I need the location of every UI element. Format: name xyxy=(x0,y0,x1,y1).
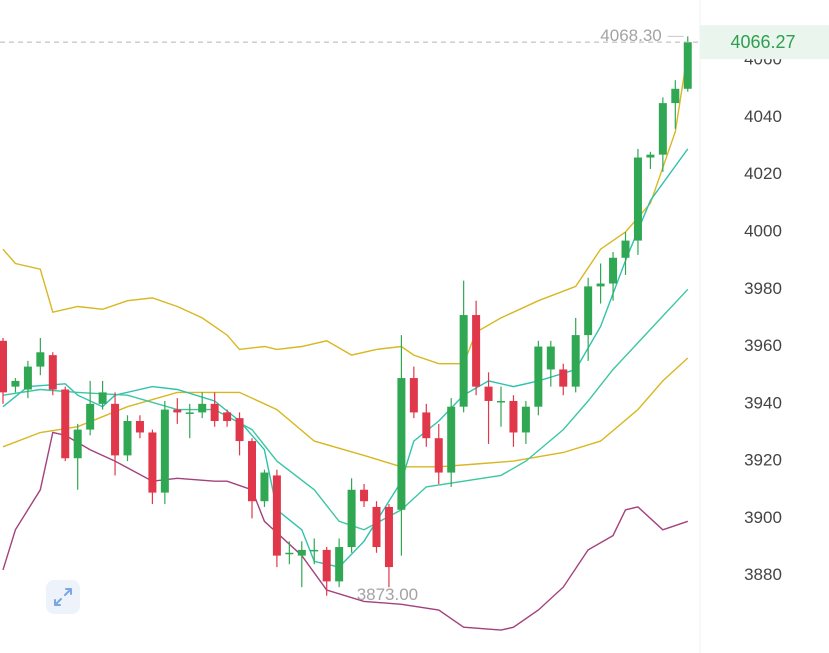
candle-body xyxy=(497,400,505,403)
y-tick-label: 3960 xyxy=(744,336,782,355)
candle-body xyxy=(472,315,481,387)
y-tick-label: 3920 xyxy=(744,451,782,470)
candle-layer xyxy=(0,36,692,596)
last-price-label: 4066.27 xyxy=(730,32,795,52)
candle-body xyxy=(621,240,630,258)
candle-body xyxy=(111,403,120,456)
y-tick-label: 3880 xyxy=(744,565,782,584)
candle-body xyxy=(521,406,530,433)
candle-body xyxy=(434,438,443,473)
y-tick-label: 4020 xyxy=(744,164,782,183)
expand-button[interactable] xyxy=(46,580,80,614)
candle-body xyxy=(36,352,45,367)
candle-body xyxy=(322,549,331,582)
y-tick-label: 3900 xyxy=(744,508,782,527)
candle-body xyxy=(447,406,456,473)
candle-body xyxy=(335,547,344,582)
candle-body xyxy=(248,441,256,502)
candle-body xyxy=(260,472,269,502)
candle-body xyxy=(546,346,555,370)
indicator-layer xyxy=(2,51,689,631)
y-tick-label: 3940 xyxy=(744,393,782,412)
y-tick-label: 4040 xyxy=(744,107,782,126)
indicator-line xyxy=(2,51,689,365)
candle-body xyxy=(484,386,493,401)
indicator-line xyxy=(2,288,689,531)
candle-body xyxy=(409,378,418,413)
candle-body xyxy=(658,103,667,155)
indicator-line xyxy=(2,148,689,568)
candle-body xyxy=(596,283,605,287)
candle-body xyxy=(360,489,369,502)
candle-body xyxy=(173,409,182,413)
high-label: 4068.30 xyxy=(600,26,661,45)
candle-body xyxy=(534,346,543,407)
candle-body xyxy=(98,392,107,404)
candle-body xyxy=(384,506,393,568)
candle-body xyxy=(86,403,95,430)
label-layer: 3880390039203940396039804000402040404060… xyxy=(0,25,829,604)
expand-icon[interactable] xyxy=(54,588,72,606)
candle-body xyxy=(285,552,294,555)
candle-body xyxy=(683,42,692,89)
candle-body xyxy=(185,412,194,414)
candle-body xyxy=(397,378,406,510)
candle-body xyxy=(235,418,244,442)
candle-body xyxy=(123,421,132,456)
candle-body xyxy=(148,432,157,493)
indicator-line xyxy=(2,431,689,631)
candle-body xyxy=(73,429,82,459)
candle-body xyxy=(459,315,468,407)
candle-body xyxy=(609,257,618,284)
indicator-line xyxy=(2,357,689,468)
candle-body xyxy=(160,409,169,493)
candle-body xyxy=(584,286,593,336)
candle-body xyxy=(633,157,642,241)
candle-body xyxy=(646,154,655,158)
candle-body xyxy=(559,369,568,387)
expand-button-bg[interactable] xyxy=(46,580,80,614)
candle-body xyxy=(422,412,431,439)
y-tick-label: 3980 xyxy=(744,279,782,298)
last-price-tag xyxy=(700,25,829,60)
candle-body xyxy=(372,506,381,548)
low-label: 3873.00 xyxy=(357,585,418,604)
candle-body xyxy=(11,380,20,387)
candle-body xyxy=(297,549,306,556)
candle-body xyxy=(310,549,319,552)
candle-body xyxy=(135,421,144,433)
candle-body xyxy=(23,366,32,390)
candle-body xyxy=(571,335,580,387)
candle-body xyxy=(0,340,7,393)
candle-body xyxy=(61,389,70,459)
candle-body xyxy=(210,403,219,422)
candle-body xyxy=(671,88,680,104)
candle-body xyxy=(223,412,232,422)
candle-body xyxy=(198,403,207,413)
candle-body xyxy=(347,489,356,548)
candle-body xyxy=(48,355,57,390)
candle-body xyxy=(272,475,281,556)
y-tick-label: 4000 xyxy=(744,221,782,240)
candle-body xyxy=(509,400,518,433)
